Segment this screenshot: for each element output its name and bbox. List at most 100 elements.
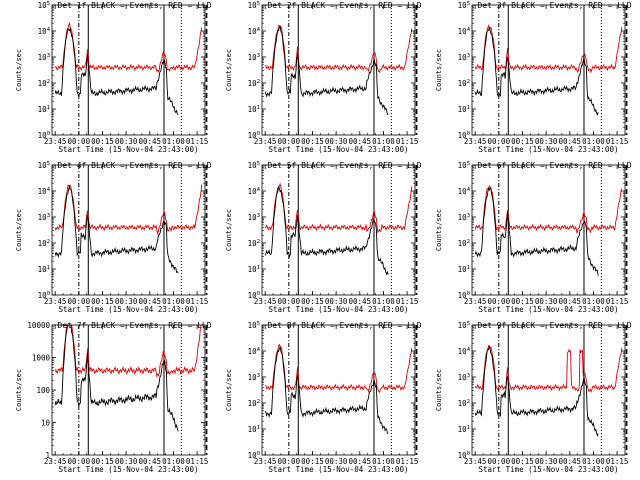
chart-title: Det 5f BLACK = Events, RED = LLD [267,161,421,170]
x-axis-label: Start Time (15-Nov-04 23:43:00) [59,465,199,474]
x-tick-label: 01:00 [372,457,395,466]
series-line-events [474,27,599,116]
x-tick-label: 00:30 [535,137,558,146]
series-line-lld [264,182,413,234]
y-tick-label: 104 [38,27,51,36]
series-line-lld [474,185,623,234]
x-tick-label: 00:00 [488,137,511,146]
y-tick-label: 100 [458,451,470,460]
x-tick-label: 01:15 [186,457,209,466]
y-axis-label: Counts/sec [15,49,23,91]
x-tick-label: 23:45 [464,297,487,306]
chart-title: Det 7f BLACK = Events, RED = LLD [57,321,211,330]
x-tick-label: 00:45 [559,457,582,466]
y-tick-label: 1000 [32,354,51,363]
x-tick-label: 00:45 [139,297,162,306]
x-tick-label: 00:00 [488,297,511,306]
series-line-events [264,185,389,276]
x-tick-label: 00:15 [511,457,534,466]
plot-frame [261,4,416,136]
x-tick-label: 00:15 [511,137,534,146]
x-tick-label: 23:45 [464,457,487,466]
x-tick-label: 00:30 [115,137,138,146]
plot-frame [261,164,416,296]
x-tick-label: 00:00 [488,457,511,466]
y-tick-label: 105 [248,1,260,10]
y-tick-label: 103 [38,213,50,222]
y-tick-label: 100 [248,291,260,300]
y-tick-label: 104 [248,27,261,36]
x-tick-label: 01:00 [582,457,605,466]
y-tick-label: 105 [248,161,260,170]
series-line-events [474,186,599,276]
x-tick-label: 01:15 [396,137,419,146]
x-tick-label: 01:15 [186,137,209,146]
x-tick-label: 00:15 [91,137,114,146]
y-tick-label: 103 [248,53,260,62]
chart-title: Det 3f BLACK = Events, RED = LLD [477,1,631,10]
y-tick-label: 105 [458,161,470,170]
y-tick-label: 105 [458,321,470,330]
x-tick-label: 00:45 [559,297,582,306]
plot-frame [261,324,416,456]
chart-panel-4: Det 4f BLACK = Events, RED = LLD 100 101 10… [15,161,212,314]
chart-panel-8: Det 8f BLACK = Events, RED = LLD 100 101 10… [225,321,422,474]
series-line-events [54,325,179,432]
y-tick-label: 104 [248,187,261,196]
y-axis-label: Counts/sec [435,49,443,91]
y-tick-label: 102 [458,79,470,88]
y-tick-label: 103 [248,213,260,222]
series-line-events [264,345,389,434]
y-tick-label: 105 [458,1,470,10]
chart-panel-1: Det 1f BLACK = Events, RED = LLD 100 101 10… [15,1,212,154]
x-tick-label: 00:15 [91,457,114,466]
y-tick-label: 103 [458,53,470,62]
y-tick-label: 101 [38,265,50,274]
chart-title: Det 6f BLACK = Events, RED = LLD [477,161,631,170]
y-tick-label: 104 [458,347,471,356]
y-tick-label: 102 [458,239,470,248]
y-tick-label: 100 [248,131,260,140]
plot-frame [471,4,626,136]
x-tick-label: 01:15 [606,137,629,146]
series-line-events [54,26,179,115]
x-tick-label: 00:30 [325,137,348,146]
x-tick-label: 01:00 [162,457,185,466]
x-tick-label: 00:30 [115,457,138,466]
x-tick-label: 00:30 [535,297,558,306]
x-tick-label: 01:15 [606,297,629,306]
y-axis-label: Counts/sec [15,369,23,411]
x-tick-label: 00:30 [325,457,348,466]
y-tick-label: 101 [38,105,50,114]
x-tick-label: 23:45 [464,137,487,146]
x-axis-label: Start Time (15-Nov-04 23:43:00) [59,145,199,154]
series-line-lld [54,325,202,379]
x-tick-label: 00:00 [278,457,301,466]
x-tick-label: 00:45 [349,137,372,146]
y-tick-label: 10 [41,419,51,428]
x-tick-label: 00:00 [68,297,91,306]
y-axis-label: Counts/sec [15,209,23,251]
y-axis-label: Counts/sec [435,209,443,251]
x-tick-label: 23:45 [254,137,277,146]
x-tick-label: 01:00 [162,297,185,306]
x-tick-label: 00:15 [301,457,324,466]
x-axis-label: Start Time (15-Nov-04 23:43:00) [59,305,199,314]
y-axis-label: Counts/sec [225,369,233,411]
series-line-events [54,184,179,274]
x-tick-label: 23:45 [44,137,67,146]
x-tick-label: 00:00 [68,137,91,146]
x-tick-label: 00:15 [301,137,324,146]
y-axis-label: Counts/sec [225,49,233,91]
y-tick-label: 101 [248,425,260,434]
chart-panel-7: Det 7f BLACK = Events, RED = LLD 1 10 100 10… [15,321,212,474]
x-axis-label: Start Time (15-Nov-04 23:43:00) [269,145,409,154]
y-tick-label: 100 [458,291,470,300]
y-tick-label: 100 [38,291,50,300]
y-axis-label: Counts/sec [435,369,443,411]
x-axis-label: Start Time (15-Nov-04 23:43:00) [269,305,409,314]
x-tick-label: 01:15 [186,297,209,306]
plot-frame [471,324,626,456]
x-axis-label: Start Time (15-Nov-04 23:43:00) [479,305,619,314]
x-axis-label: Start Time (15-Nov-04 23:43:00) [269,465,409,474]
